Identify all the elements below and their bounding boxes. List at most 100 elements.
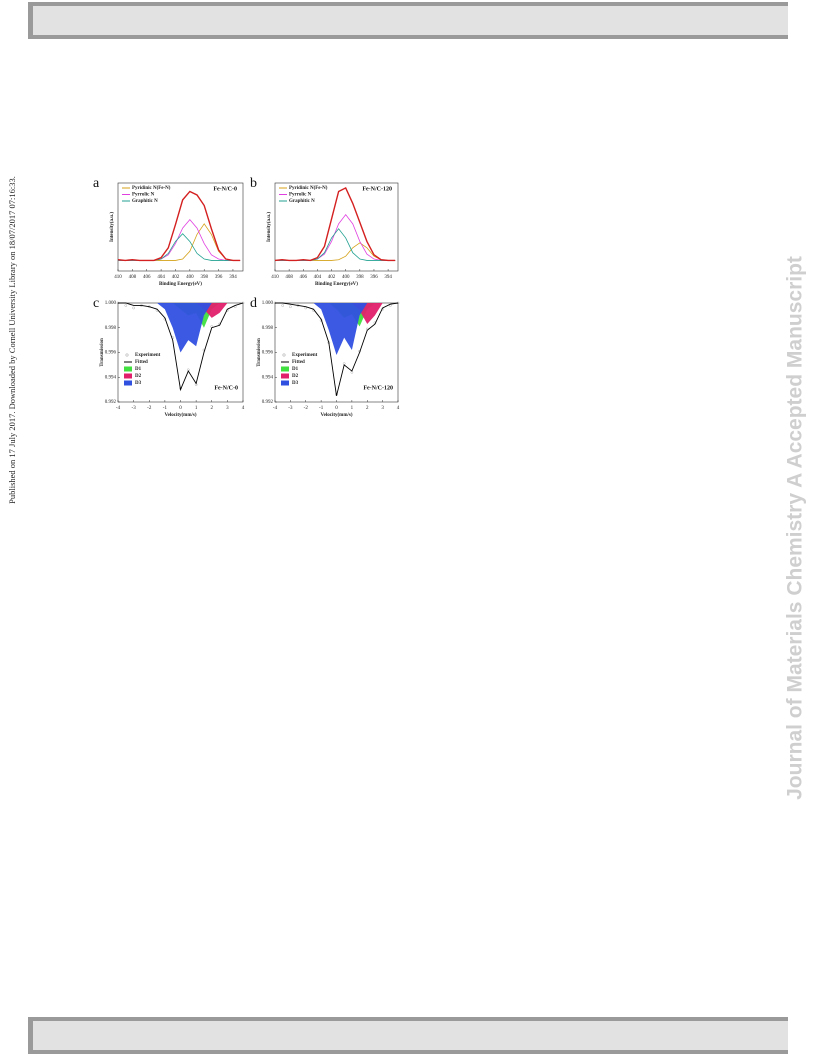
- legend-label: Fitted: [292, 360, 305, 365]
- x-tick-label: 408: [129, 275, 137, 280]
- x-tick-label: 406: [143, 275, 151, 280]
- experiment-point: [281, 304, 285, 307]
- legend-label: Graphitic N: [289, 199, 315, 204]
- panel-letter: b: [250, 176, 257, 191]
- x-tick-label: -2: [304, 406, 309, 411]
- x-axis-label: Velocity(mm/s): [320, 413, 352, 418]
- x-tick-label: 4: [242, 406, 245, 411]
- x-tick-label: 1: [351, 406, 354, 411]
- legend-label: D3: [135, 381, 142, 386]
- experiment-point: [124, 304, 128, 307]
- x-axis-label: Binding Energy(eV): [315, 282, 358, 287]
- x-tick-label: -3: [288, 406, 293, 411]
- x-tick-label: 398: [356, 275, 364, 280]
- component-area: [118, 303, 243, 353]
- x-axis-label: Velocity(mm/s): [164, 413, 196, 418]
- y-tick-label: 0.994: [262, 375, 274, 380]
- x-tick-label: -2: [147, 406, 152, 411]
- y-tick-label: 0.996: [262, 351, 274, 356]
- legend-label: D1: [292, 367, 299, 372]
- x-tick-label: 2: [211, 406, 214, 411]
- legend-swatch: [281, 373, 289, 379]
- component-area: [275, 303, 398, 325]
- component-area: [275, 303, 398, 355]
- legend-label: D3: [292, 381, 299, 386]
- x-tick-label: 404: [314, 275, 322, 280]
- x-tick-label: 398: [200, 275, 208, 280]
- legend-swatch: [281, 380, 289, 386]
- legend-label: Fitted: [135, 360, 148, 365]
- legend-label: Experiment: [292, 353, 318, 358]
- legend-label: Pyridinic N(Fe-N): [289, 186, 328, 191]
- fit-envelope: [117, 190, 241, 262]
- x-tick-label: 396: [215, 275, 223, 280]
- legend-swatch: [124, 380, 132, 386]
- x-tick-label: 410: [271, 275, 279, 280]
- x-tick-label: 3: [226, 406, 229, 411]
- x-tick-label: -1: [163, 406, 168, 411]
- experiment-point: [132, 306, 135, 310]
- x-tick-label: -3: [132, 406, 137, 411]
- y-tick-label: 0.998: [105, 326, 117, 331]
- sample-label: Fe-N/C-0: [213, 186, 237, 192]
- x-tick-label: 402: [328, 275, 336, 280]
- y-axis-label: Transmission: [257, 338, 262, 367]
- y-tick-label: 0.992: [262, 400, 274, 405]
- legend-swatch: [124, 366, 132, 372]
- y-axis-label: Intensity(a.u.): [110, 212, 115, 242]
- x-tick-label: -4: [273, 406, 278, 411]
- legend-label: Pyridinic N(Fe-N): [132, 186, 171, 191]
- fitted-line: [118, 302, 244, 392]
- side-note: Published on 17 July 2017. Downloaded by…: [7, 176, 17, 504]
- x-tick-label: 400: [186, 275, 194, 280]
- x-tick-label: 404: [157, 275, 165, 280]
- y-axis-label: Transmission: [100, 338, 105, 367]
- panel-letter: a: [93, 176, 100, 191]
- x-tick-label: 402: [172, 275, 180, 280]
- legend-label: D1: [135, 367, 142, 372]
- y-tick-label: 1.000: [262, 301, 274, 306]
- x-tick-label: 3: [381, 406, 384, 411]
- legend-label: Pyrrolic N: [132, 193, 155, 198]
- y-tick-label: 0.996: [105, 351, 117, 356]
- x-tick-label: 2: [366, 406, 369, 411]
- y-tick-label: 0.998: [262, 326, 274, 331]
- x-tick-label: 400: [342, 275, 350, 280]
- x-tick-label: -1: [319, 406, 324, 411]
- fitted-line: [275, 302, 399, 396]
- footer-inner: [33, 1021, 788, 1050]
- legend-swatch: [124, 373, 132, 379]
- plot-frame: [117, 182, 244, 272]
- legend-swatch: [282, 353, 286, 357]
- x-tick-label: 0: [179, 406, 182, 411]
- x-tick-label: -4: [116, 406, 121, 411]
- legend-label: D2: [135, 374, 142, 379]
- experiment-point: [289, 305, 292, 309]
- header-inner: [33, 6, 788, 35]
- x-tick-label: 408: [285, 275, 293, 280]
- y-tick-label: 0.994: [105, 375, 117, 380]
- watermark: Journal of Materials Chemistry A Accepte…: [784, 256, 807, 800]
- legend-label: Graphitic N: [132, 199, 158, 204]
- legend-label: D2: [292, 374, 299, 379]
- sample-label: Fe-N/C-120: [362, 186, 392, 192]
- panel-letter: d: [250, 296, 257, 311]
- legend-swatch: [125, 353, 129, 357]
- sample-label: Fe-N/C-120: [363, 385, 393, 391]
- x-tick-label: 4: [397, 406, 400, 411]
- x-tick-label: 406: [300, 275, 308, 280]
- component-area: [118, 303, 243, 318]
- legend-label: Pyrrolic N: [289, 193, 312, 198]
- fit-envelope: [274, 186, 396, 262]
- y-tick-label: 0.992: [105, 400, 117, 405]
- y-tick-label: 1.000: [105, 301, 117, 306]
- y-axis-label: Intensity(a.u.): [267, 212, 272, 242]
- x-tick-label: 410: [114, 275, 122, 280]
- x-tick-label: 396: [370, 275, 378, 280]
- sample-label: Fe-N/C-0: [214, 385, 238, 391]
- x-axis-label: Binding Energy(eV): [159, 282, 202, 287]
- legend-swatch: [281, 366, 289, 372]
- panel-letter: c: [93, 296, 99, 311]
- legend-label: Experiment: [135, 353, 161, 358]
